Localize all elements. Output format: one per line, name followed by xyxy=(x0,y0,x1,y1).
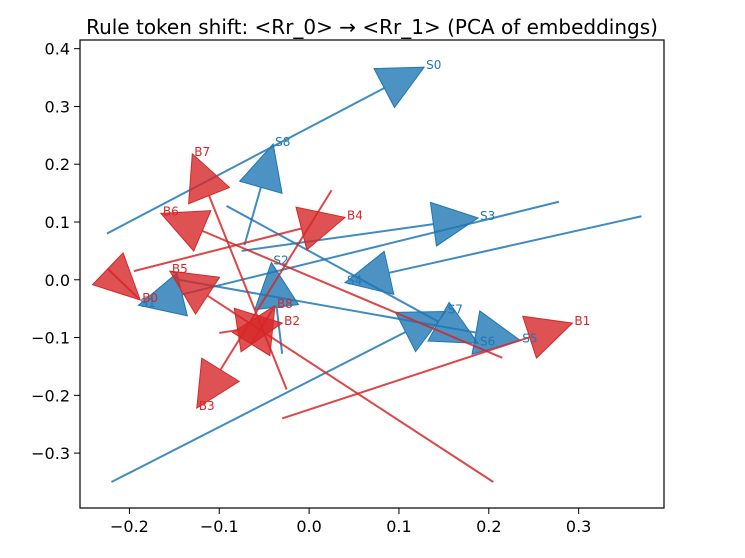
point-label-b3: B3 xyxy=(199,399,215,413)
point-label-b4: B4 xyxy=(347,208,363,222)
plot-frame xyxy=(79,39,665,509)
arrows-layer xyxy=(91,66,642,483)
point-label-s5: S5 xyxy=(522,331,537,345)
arrow-shaft-s2 xyxy=(275,307,284,354)
point-label-b6: B6 xyxy=(163,204,179,218)
arrow-shaft-s4 xyxy=(388,215,642,274)
point-label-b8: B8 xyxy=(277,297,293,311)
arrow-shaft-b6 xyxy=(201,229,503,359)
x-tick-label: −0.1 xyxy=(200,517,239,536)
point-label-b5: B5 xyxy=(172,262,188,276)
point-label-b0: B0 xyxy=(142,291,158,305)
arrow-shaft-s8 xyxy=(243,187,262,246)
arrow-head-b8 xyxy=(231,304,276,357)
x-tick-label: −0.2 xyxy=(110,517,149,536)
chart-title: Rule token shift: <Rr_0> → <Rr_1> (PCA o… xyxy=(86,15,658,39)
arrow-shaft-s6 xyxy=(225,204,440,323)
arrow-head-b5 xyxy=(168,270,221,316)
y-tick-label: −0.3 xyxy=(31,444,70,463)
arrow-shaft-b4 xyxy=(133,227,302,273)
point-label-b7: B7 xyxy=(194,145,210,159)
y-tick-label: 0.3 xyxy=(45,97,70,116)
point-label-s1: S1 xyxy=(140,296,155,310)
point-label-s6: S6 xyxy=(480,334,495,348)
x-tick-label: 0.0 xyxy=(296,517,321,536)
arrow-head-b1 xyxy=(522,315,574,359)
arrow-head-b6 xyxy=(159,210,212,253)
point-label-b2: B2 xyxy=(284,314,300,328)
arrow-shaft-s0 xyxy=(106,87,385,235)
arrow-head-s0 xyxy=(373,66,426,109)
arrow-shaft-s7 xyxy=(110,331,407,483)
point-label-b1: B1 xyxy=(574,314,590,328)
arrow-shaft-b7 xyxy=(208,195,288,390)
arrow-head-b7 xyxy=(188,152,231,205)
arrow-head-s3 xyxy=(429,201,480,247)
arrow-head-b0 xyxy=(91,252,142,301)
arrow-head-s8 xyxy=(238,142,283,195)
point-label-s0: S0 xyxy=(426,58,441,72)
arrow-shaft-b1 xyxy=(281,336,530,420)
y-tick-label: 0.2 xyxy=(45,155,70,174)
y-tick-label: −0.1 xyxy=(31,329,70,348)
arrow-shaft-s1 xyxy=(181,200,560,296)
x-tick-label: 0.2 xyxy=(476,517,501,536)
x-tick-label: 0.3 xyxy=(566,517,591,536)
arrow-head-s4 xyxy=(343,250,395,295)
y-tick-label: 0.0 xyxy=(45,271,70,290)
y-tick-label: 0.1 xyxy=(45,213,70,232)
y-tick-label: −0.2 xyxy=(31,386,70,405)
point-label-s3: S3 xyxy=(480,209,495,223)
arrow-head-s1 xyxy=(137,272,189,317)
arrow-head-b4 xyxy=(295,206,347,251)
point-label-s4: S4 xyxy=(347,274,362,288)
point-label-s7: S7 xyxy=(448,303,463,317)
y-axis: −0.3 −0.2 −0.1 0.0 0.1 0.2 0.3 0.4 xyxy=(31,40,80,463)
point-label-s8: S8 xyxy=(275,135,290,149)
arrow-head-s7 xyxy=(394,311,447,353)
x-tick-label: 0.1 xyxy=(386,517,411,536)
point-label-s2: S2 xyxy=(273,253,288,267)
point-labels-layer: S0 S1 S2 S3 S4 S5 S6 S7 S8 B0 B1 B2 B3 B4 B5 B6 B7 B8 xyxy=(140,58,590,413)
arrow-shaft-s3 xyxy=(241,223,434,252)
y-tick-label: 0.4 xyxy=(45,40,70,59)
arrow-head-b3 xyxy=(196,357,241,410)
x-axis: −0.2 −0.1 0.0 0.1 0.2 0.3 xyxy=(110,508,591,536)
